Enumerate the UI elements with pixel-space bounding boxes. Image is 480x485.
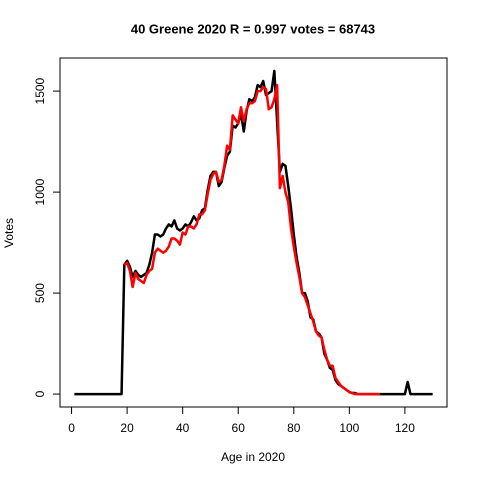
x-tick-label: 20 [120, 421, 134, 435]
x-tick-label: 0 [68, 421, 75, 435]
y-tick-label: 0 [33, 390, 47, 397]
series-line [74, 69, 433, 396]
chart-title: 40 Greene 2020 R = 0.997 votes = 68743 [131, 21, 375, 36]
y-axis-label: Votes [2, 218, 16, 248]
y-tick-label: 500 [33, 283, 47, 303]
x-axis-label: Age in 2020 [221, 450, 285, 464]
x-tick-label: 40 [176, 421, 190, 435]
x-tick-label: 60 [232, 421, 246, 435]
plot-frame [59, 57, 448, 408]
x-tick-label: 100 [339, 421, 359, 435]
x-tick-label: 120 [395, 421, 415, 435]
y-tick-label: 1000 [33, 178, 47, 205]
y-tick-label: 1500 [33, 77, 47, 104]
x-tick-label: 80 [287, 421, 301, 435]
series-line [123, 83, 380, 396]
